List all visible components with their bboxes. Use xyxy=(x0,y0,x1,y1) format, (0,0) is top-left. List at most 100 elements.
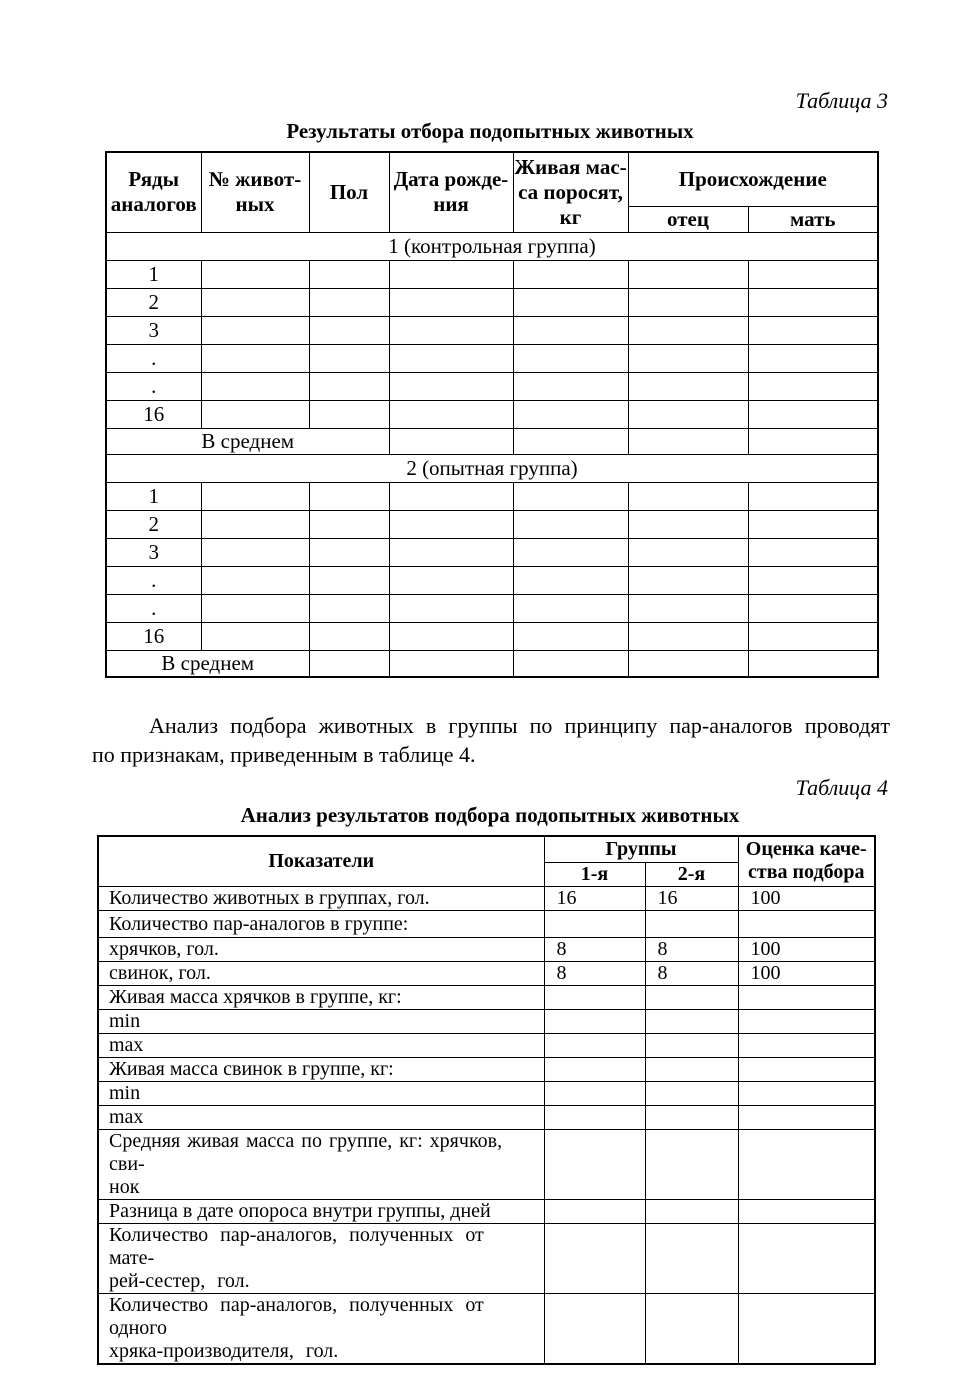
table-row: 1 xyxy=(105,481,879,511)
empty-cell xyxy=(308,537,390,567)
row-label-cell: 1 xyxy=(105,259,202,289)
group2-value-cell xyxy=(644,985,739,1010)
quality-value-cell xyxy=(737,1033,876,1058)
quality-value-cell: 100 xyxy=(737,961,876,986)
empty-cell xyxy=(308,565,390,595)
row-label-cell: 2 xyxy=(105,287,202,317)
empty-cell xyxy=(388,287,514,317)
empty-cell xyxy=(200,315,310,345)
empty-cell xyxy=(512,427,629,455)
quality-value-cell xyxy=(737,1129,876,1200)
empty-cell xyxy=(627,509,749,539)
group2-average-row: В среднем xyxy=(105,649,879,677)
indicator-cell: max xyxy=(97,1105,545,1130)
empty-cell xyxy=(627,343,749,373)
table-row: Количество пар-аналогов, полученных от о… xyxy=(97,1293,876,1365)
group2-value-cell xyxy=(644,910,739,938)
group2-value-cell xyxy=(644,1293,739,1365)
group1-value-cell: 16 xyxy=(543,886,646,911)
indicator-cell: Количество животных в группах, гол. xyxy=(97,886,545,911)
quality-value-cell xyxy=(737,1293,876,1365)
empty-cell xyxy=(627,259,749,289)
table3-subheader-row: отец мать xyxy=(106,205,879,233)
table4-label: Таблица 4 xyxy=(795,774,888,800)
group2-value-cell xyxy=(644,1057,739,1082)
row-label-cell: 1 xyxy=(105,481,202,511)
quality-value-cell xyxy=(737,910,876,938)
quality-value-cell xyxy=(737,1223,876,1294)
table-row: max xyxy=(97,1033,876,1058)
table-row: . xyxy=(105,371,879,401)
row-label-cell: 3 xyxy=(105,537,202,567)
group1-value-cell xyxy=(543,1081,646,1106)
empty-cell xyxy=(747,343,879,373)
empty-cell xyxy=(388,565,514,595)
empty-cell xyxy=(512,537,629,567)
quality-value-cell xyxy=(737,1199,876,1224)
group2-value-cell xyxy=(644,1081,739,1106)
table3-header-row: Ряды аналогов № живот- ных Пол Дата рожд… xyxy=(105,151,879,233)
indicator-cell: Разница в дате опороса внутри группы, дн… xyxy=(97,1199,545,1224)
empty-cell xyxy=(388,509,514,539)
empty-cell xyxy=(200,621,310,651)
row-label-cell: . xyxy=(105,343,202,373)
table-row: Живая масса хрячков в группе, кг: xyxy=(97,985,876,1010)
col-header-mother: мать xyxy=(747,205,879,233)
empty-cell xyxy=(512,343,629,373)
col-header-birth-date: Дата рожде- ния xyxy=(388,151,514,233)
empty-cell xyxy=(747,649,879,677)
table-row: 2 xyxy=(105,509,879,539)
table-row: 3 xyxy=(105,537,879,567)
col-header-group-1: 1-я xyxy=(543,862,646,887)
group2-value-cell xyxy=(644,1105,739,1130)
empty-cell xyxy=(200,565,310,595)
table-row: . xyxy=(105,593,879,623)
empty-cell xyxy=(747,593,879,623)
group1-value-cell xyxy=(543,1199,646,1224)
group2-header-row: 2 (опытная группа) xyxy=(105,453,879,483)
empty-cell xyxy=(747,565,879,595)
empty-cell xyxy=(388,315,514,345)
table4-header-row: Показатели Группы Оценка каче- ства подб… xyxy=(97,835,876,887)
indicator-cell: Живая масса свинок в группе, кг: xyxy=(97,1057,545,1082)
group1-value-cell xyxy=(543,1009,646,1034)
group1-value-cell xyxy=(543,910,646,938)
empty-cell xyxy=(747,481,879,511)
table-row: Количество животных в группах, гол. 16 1… xyxy=(97,886,876,911)
empty-cell xyxy=(308,621,390,651)
table-row: Разница в дате опороса внутри группы, дн… xyxy=(97,1199,876,1224)
empty-cell xyxy=(627,649,749,677)
row-label-cell: 16 xyxy=(105,621,202,651)
empty-cell xyxy=(200,287,310,317)
table-row: 1 xyxy=(105,259,879,289)
quality-value-cell xyxy=(737,1009,876,1034)
empty-cell xyxy=(747,509,879,539)
quality-value-cell: 100 xyxy=(737,937,876,962)
empty-cell xyxy=(308,315,390,345)
table-row: хрячков, гол. 8 8 100 xyxy=(97,937,876,962)
indicator-cell: Количество пар-аналогов в группе: xyxy=(97,910,545,938)
group2-header: 2 (опытная группа) xyxy=(105,453,879,483)
table4-selection-analysis: Показатели Группы Оценка каче- ства подб… xyxy=(97,834,876,1365)
empty-cell xyxy=(512,481,629,511)
quality-value-cell xyxy=(737,1105,876,1130)
group1-value-cell xyxy=(543,1223,646,1294)
empty-cell xyxy=(308,399,390,429)
col-header-sex: Пол xyxy=(308,151,390,233)
empty-cell xyxy=(200,509,310,539)
empty-cell xyxy=(388,259,514,289)
table-row: Количество пар-аналогов в группе: xyxy=(97,910,876,938)
empty-cell xyxy=(512,287,629,317)
table-row: Средняя живая масса по группе, кг: хрячк… xyxy=(97,1129,876,1200)
table-row: min xyxy=(97,1081,876,1106)
empty-cell xyxy=(200,537,310,567)
col-header-rows-of-analogs: Ряды аналогов xyxy=(105,151,202,233)
empty-cell xyxy=(388,481,514,511)
empty-cell xyxy=(388,399,514,429)
paragraph-line: Анализ подбора животных в группы по прин… xyxy=(149,712,890,738)
empty-cell xyxy=(200,481,310,511)
row-label-cell: 3 xyxy=(105,315,202,345)
table-row: . xyxy=(105,343,879,373)
table-row: свинок, гол. 8 8 100 xyxy=(97,961,876,986)
empty-cell xyxy=(308,371,390,401)
